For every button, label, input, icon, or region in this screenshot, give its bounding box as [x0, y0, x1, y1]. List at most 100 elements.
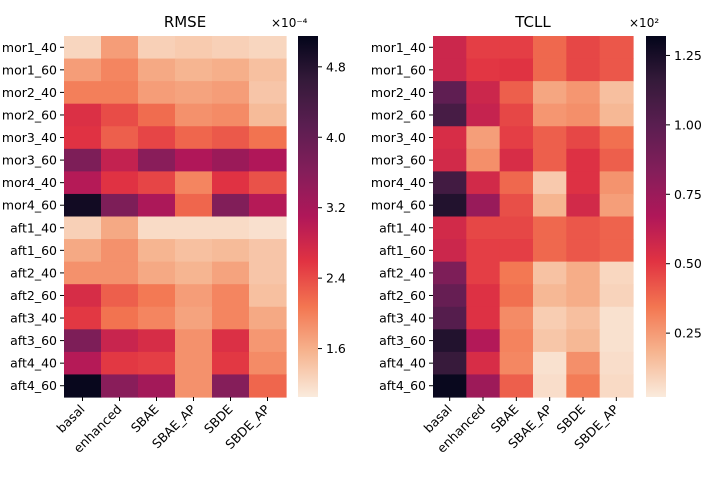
heatmap-cell	[599, 329, 634, 353]
heatmap-cell	[138, 374, 176, 398]
heatmap-cell	[212, 58, 250, 82]
row-tick-label: mor3_40	[2, 130, 57, 145]
heatmap-cell	[466, 216, 501, 240]
heatmap-cell	[433, 374, 467, 398]
heatmap-cell	[138, 148, 176, 172]
heatmap-cell	[138, 58, 176, 82]
heatmap-cell	[466, 374, 501, 398]
heatmap-cell	[175, 306, 213, 330]
heatmap-cell	[499, 171, 534, 195]
heatmap-cell	[466, 103, 501, 127]
heatmap-cell	[101, 306, 139, 330]
heatmap-cell	[175, 103, 213, 127]
heatmap-cell	[175, 329, 213, 353]
heatmap-cell	[64, 36, 102, 60]
heatmap-cell	[175, 261, 213, 285]
heatmap-cell	[212, 261, 250, 285]
row-tick-label: aft3_40	[379, 311, 426, 326]
heatmap-cell	[249, 239, 287, 263]
row-tick-label: aft3_40	[10, 311, 57, 326]
heatmap-cell	[566, 374, 601, 398]
heatmap-cell	[433, 284, 467, 308]
heatmap-cell	[433, 239, 467, 263]
colorbar-tick-label: 2.4	[326, 271, 346, 286]
heatmap-cell	[249, 126, 287, 150]
heatmap-cell	[212, 284, 250, 308]
heatmap-cell	[175, 58, 213, 82]
colorbar: 1.6 2.4 3.2 4.0 4.8 ×10⁻⁴	[271, 16, 346, 397]
row-tick-label: mor1_60	[2, 62, 57, 77]
heatmap-cell	[599, 126, 634, 150]
heatmap-cell	[249, 36, 287, 60]
heatmap-cell	[533, 148, 567, 172]
heatmap-cell	[433, 351, 467, 376]
colorbar-tick-label: 4.8	[326, 59, 346, 74]
heatmap-cell	[175, 193, 213, 218]
heatmap-cell	[175, 351, 213, 376]
row-tick-label: mor1_60	[371, 62, 426, 77]
heatmap-cell	[212, 81, 250, 105]
heatmap-cell	[466, 58, 501, 82]
heatmap-cell	[64, 148, 102, 172]
heatmap-cell	[101, 239, 139, 263]
row-tick-label: mor3_40	[371, 130, 426, 145]
heatmap-cell	[433, 126, 467, 150]
heatmap-cell	[101, 284, 139, 308]
heatmap-cell	[433, 261, 467, 285]
heatmap-cell	[499, 103, 534, 127]
heatmap-cell	[138, 284, 176, 308]
column-tick-label: SBDE	[201, 401, 236, 436]
heatmap-cell	[212, 239, 250, 263]
colorbar-tick-label: 0.25	[674, 326, 702, 341]
heatmap-cell	[533, 216, 567, 240]
heatmap-cell	[466, 239, 501, 263]
heatmap-cell	[175, 239, 213, 263]
heatmap-cell	[566, 171, 601, 195]
heatmap-cell	[499, 284, 534, 308]
row-tick-labels: mor1_40 mor1_60 mor2_40 mor2_60 mor3_40 mor3_…	[2, 40, 64, 393]
heatmap-cell	[433, 171, 467, 195]
heatmap-cell	[599, 36, 634, 60]
heatmap-cell	[249, 103, 287, 127]
heatmap-cell	[212, 351, 250, 376]
heatmap-cell	[212, 148, 250, 172]
row-tick-label: mor4_60	[2, 198, 57, 213]
heatmap-cell	[533, 306, 567, 330]
heatmap-cell	[138, 216, 176, 240]
colorbar-multiplier: ×10⁻⁴	[271, 16, 308, 30]
heatmap-cell	[64, 58, 102, 82]
heatmap-cell	[599, 58, 634, 82]
row-tick-label: mor2_40	[371, 85, 426, 100]
row-tick-label: aft2_60	[10, 288, 57, 303]
heatmap-cell	[64, 351, 102, 376]
colorbar-multiplier: ×10²	[629, 16, 659, 30]
heatmap-cell	[433, 103, 467, 127]
heatmap-cell	[466, 261, 501, 285]
colorbar-tick-label: 1.25	[674, 48, 702, 63]
row-tick-label: aft2_40	[10, 265, 57, 280]
heatmap-cell	[249, 329, 287, 353]
heatmap-cell	[212, 171, 250, 195]
heatmap-cell	[599, 193, 634, 218]
heatmap-cell	[64, 329, 102, 353]
heatmap-cell	[566, 329, 601, 353]
heatmap-cell	[599, 284, 634, 308]
heatmap-cell	[101, 36, 139, 60]
heatmap-cell	[101, 374, 139, 398]
heatmap-cell	[533, 261, 567, 285]
heatmap-cell	[566, 306, 601, 330]
colorbar-tick-label: 3.2	[326, 200, 346, 215]
heatmap-cell	[175, 81, 213, 105]
heatmap-cell	[599, 216, 634, 240]
heatmap-cell	[64, 126, 102, 150]
colorbar-tick-label: 0.50	[674, 256, 702, 271]
heatmap-cell	[533, 81, 567, 105]
colorbar-ticks: 0.25 0.50 0.75 1.00 1.25	[666, 48, 702, 341]
row-tick-label: aft1_60	[379, 243, 426, 258]
row-tick-label: aft4_40	[10, 356, 57, 371]
row-tick-label: mor2_60	[2, 107, 57, 122]
heatmap-panel-rmse: RMSE mor1_40 mor1_60 mor2_40 mor2_60 mor3_40…	[2, 13, 346, 456]
heatmap-cells	[433, 36, 634, 398]
heatmap-cell	[499, 306, 534, 330]
